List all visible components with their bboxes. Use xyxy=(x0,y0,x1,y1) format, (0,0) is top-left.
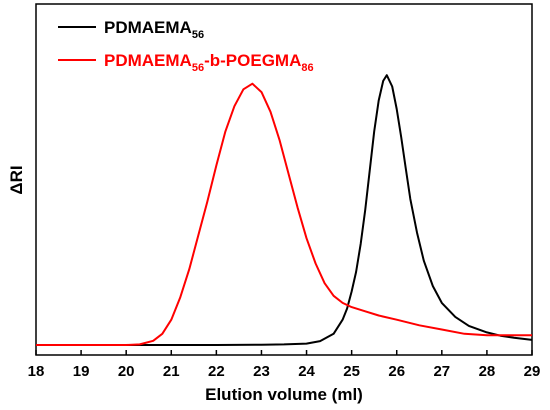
series-line-1 xyxy=(36,82,532,346)
x-tick-label: 26 xyxy=(388,363,405,380)
legend-subscript: 86 xyxy=(301,62,313,74)
legend-text-part: PDMAEMA xyxy=(104,51,192,70)
plot-frame xyxy=(35,3,533,356)
series-line-0 xyxy=(36,74,533,346)
x-tick-label: 28 xyxy=(479,363,496,380)
x-tick-label: 23 xyxy=(253,363,270,380)
x-axis-label: Elution volume (ml) xyxy=(205,385,363,404)
x-tick-label: 20 xyxy=(118,363,135,380)
legend-subscript: 56 xyxy=(192,62,204,74)
legend-text-part: PDMAEMA xyxy=(104,18,192,37)
x-tick-label: 29 xyxy=(524,363,541,380)
series-lines xyxy=(36,74,533,346)
legend-label-0: PDMAEMA56 xyxy=(104,18,204,41)
x-tick-label: 21 xyxy=(163,363,180,380)
x-axis-ticks: 18 19 20 21 22 23 24 25 26 27 28 29 xyxy=(28,350,541,380)
x-tick-label: 25 xyxy=(343,363,360,380)
legend-label-1: PDMAEMA56-b-POEGMA86 xyxy=(104,51,314,74)
x-tick-label: 27 xyxy=(433,363,450,380)
y-axis-label: ΔRI xyxy=(7,165,26,194)
x-tick-label: 22 xyxy=(208,363,225,380)
legend-subscript: 56 xyxy=(192,29,204,41)
x-tick-label: 18 xyxy=(28,363,45,380)
x-tick-label: 19 xyxy=(73,363,90,380)
x-tick-label: 24 xyxy=(298,363,315,380)
legend-text-part: -b-POEGMA xyxy=(204,51,301,70)
